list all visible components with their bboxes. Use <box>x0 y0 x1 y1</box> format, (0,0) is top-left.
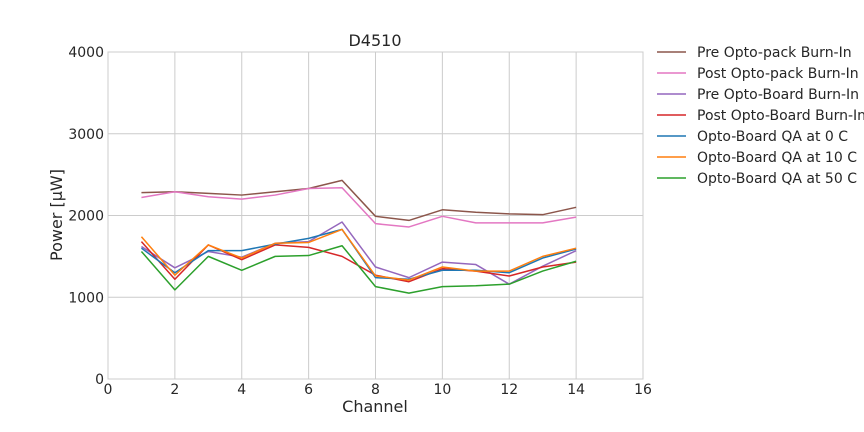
legend-label: Post Opto-Board Burn-In <box>697 108 864 124</box>
legend: Pre Opto-pack Burn-In Post Opto-pack Burn… <box>657 45 864 187</box>
series-line-7 <box>140 244 577 294</box>
series-layer <box>140 179 577 294</box>
series-line-1 <box>141 179 577 222</box>
y-tick-label: 1000 <box>68 290 104 306</box>
legend-label: Opto-Board QA at 10 C <box>697 150 857 166</box>
y-tick-label: 4000 <box>68 45 104 61</box>
x-axis-title: Channel <box>342 397 408 416</box>
x-tick-labels: 0 2 4 6 8 10 12 14 16 <box>104 382 652 398</box>
legend-label: Post Opto-pack Burn-In <box>697 66 859 82</box>
x-tick-label: 10 <box>433 382 451 398</box>
x-tick-label: 2 <box>170 382 179 398</box>
x-tick-label: 8 <box>371 382 380 398</box>
series-line-6 <box>140 228 577 281</box>
legend-label: Opto-Board QA at 50 C <box>697 171 857 187</box>
x-tick-label: 12 <box>500 382 518 398</box>
chart-title: D4510 <box>348 31 401 50</box>
series-line-2 <box>141 186 577 228</box>
legend-label: Pre Opto-pack Burn-In <box>697 45 852 61</box>
y-tick-label: 3000 <box>68 127 104 143</box>
plot-frame <box>107 51 644 380</box>
legend-label: Pre Opto-Board Burn-In <box>697 87 859 103</box>
y-tick-label: 0 <box>95 372 104 388</box>
x-tick-label: 4 <box>237 382 246 398</box>
x-tick-label: 14 <box>567 382 585 398</box>
x-tick-label: 6 <box>304 382 313 398</box>
legend-label: Opto-Board QA at 0 C <box>697 129 848 145</box>
x-tick-label: 0 <box>104 382 113 398</box>
y-axis-title: Power [μW] <box>47 169 66 261</box>
series-line-3 <box>141 221 577 285</box>
x-tick-label: 16 <box>634 382 652 398</box>
y-tick-label: 2000 <box>68 209 104 225</box>
y-tick-labels: 0 1000 2000 3000 4000 <box>68 45 104 388</box>
